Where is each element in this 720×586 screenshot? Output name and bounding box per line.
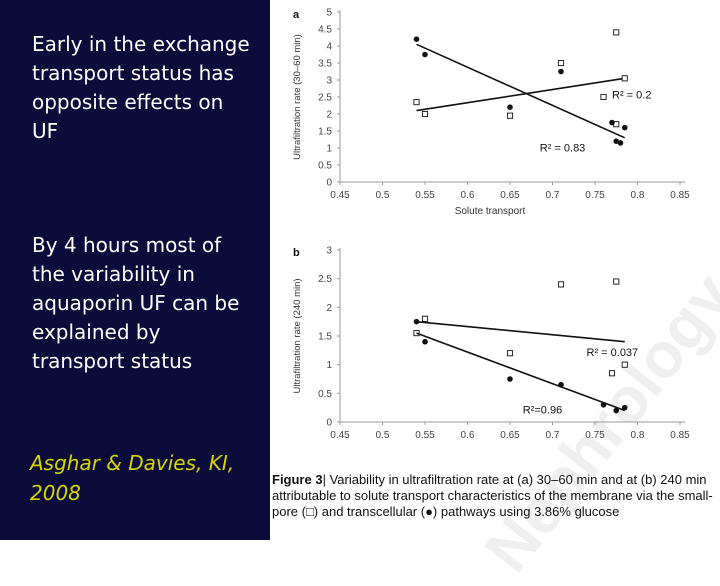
- series-filled-circle: R² = 0.83: [413, 36, 628, 154]
- data-point-circle: [413, 36, 420, 42]
- x-axis-label: Solute transport: [455, 206, 526, 217]
- y-axis-label: Ultrafiltration rate (240 min): [292, 278, 303, 393]
- r-squared-annotation: R² = 0.83: [540, 142, 586, 154]
- data-point-square: [421, 315, 429, 322]
- data-point-square: [506, 112, 514, 119]
- x-tick-label: 0.45: [330, 430, 350, 441]
- y-axis-label: Ultrafiltration rate (30–60 min): [292, 34, 303, 160]
- y-tick-label: 1.5: [318, 332, 332, 343]
- x-tick-label: 0.6: [461, 430, 475, 441]
- y-tick-label: 0: [326, 418, 332, 429]
- data-point-circle: [600, 402, 607, 408]
- fit-line: [416, 43, 626, 139]
- panel-label: a: [293, 9, 300, 21]
- x-tick-label: 0.5: [376, 430, 390, 441]
- x-tick-label: 0.7: [546, 430, 560, 441]
- panel-label: b: [293, 247, 300, 259]
- data-point-square: [557, 59, 565, 67]
- x-tick-label: 0.8: [631, 430, 645, 441]
- series-open-square: R² = 0.037: [413, 278, 639, 377]
- y-tick-label: 1: [326, 360, 332, 371]
- left-text-panel: Early in the exchange transport status h…: [0, 0, 270, 540]
- data-point-circle: [507, 376, 513, 382]
- data-point-circle: [613, 138, 620, 144]
- x-tick-label: 0.7: [546, 190, 560, 201]
- x-tick-label: 0.85: [670, 430, 690, 441]
- caption-figure-label: Figure 3: [272, 472, 323, 487]
- fit-line: [416, 320, 625, 343]
- data-point-square: [608, 370, 616, 377]
- data-point-circle: [613, 407, 620, 414]
- x-tick-label: 0.55: [415, 190, 435, 201]
- data-point-square: [613, 29, 620, 36]
- data-point-square: [421, 110, 429, 118]
- figure-caption: Figure 3| Variability in ultrafiltration…: [272, 472, 718, 520]
- data-point-circle: [621, 404, 628, 411]
- data-point-square: [600, 93, 607, 101]
- y-tick-label: 0.5: [318, 161, 332, 172]
- data-point-square: [621, 361, 628, 368]
- data-point-square: [557, 281, 565, 288]
- data-point-square: [621, 75, 628, 82]
- citation: Asghar & Davies, KI, 2008: [30, 451, 235, 505]
- y-tick-label: 1: [326, 144, 332, 155]
- y-tick-label: 0.5: [318, 389, 332, 400]
- caption-text: | Variability in ultrafiltration rate at…: [272, 472, 713, 519]
- data-point-circle: [558, 381, 564, 388]
- series-open-square: R² = 0.2: [413, 29, 651, 128]
- y-tick-label: 3: [326, 246, 332, 257]
- y-tick-label: 4.5: [318, 25, 332, 36]
- data-point-square: [506, 350, 514, 357]
- r-squared-annotation: R² = 0.2: [612, 90, 651, 102]
- y-tick-label: 4: [326, 42, 332, 53]
- chart-panel-a: 0.45 0.5 0.55 0.6 0.65 0.7 0.75 0.8 0.85 0 0.5 1 1.5…: [292, 8, 690, 218]
- y-tick-label: 3.5: [318, 59, 332, 70]
- y-tick-label: 2: [326, 303, 332, 314]
- x-tick-label: 0.5: [376, 190, 390, 201]
- y-tick-label: 3: [326, 76, 332, 87]
- data-point-circle: [558, 68, 564, 75]
- data-point-circle: [413, 318, 420, 325]
- x-tick-label: 0.8: [631, 190, 645, 201]
- x-tick-label: 0.65: [500, 430, 520, 441]
- r-squared-annotation: R² = 0.037: [587, 347, 639, 359]
- data-point-circle: [617, 140, 624, 146]
- chart-panel-b: 0.45 0.5 0.55 0.6 0.65 0.7 0.75 0.8 0.85 0 0.5 1 1.5…: [292, 246, 690, 442]
- series-filled-circle: R²=0.96: [413, 318, 628, 416]
- r-squared-annotation: R²=0.96: [523, 404, 562, 416]
- y-tick-label: 2.5: [318, 93, 332, 104]
- data-point-circle: [422, 338, 428, 345]
- data-point-circle: [422, 51, 428, 58]
- fit-line: [416, 332, 626, 412]
- y-tick-label: 0: [326, 178, 332, 189]
- figure-charts: 0.45 0.5 0.55 0.6 0.65 0.7 0.75 0.8 0.8500.511.5…: [292, 8, 690, 442]
- y-tick-label: 5: [326, 8, 332, 19]
- fit-line: [416, 77, 625, 112]
- point-early-exchange: Early in the exchange transport status h…: [32, 32, 250, 143]
- x-tick-label: 0.75: [585, 190, 605, 201]
- y-tick-label: 2: [326, 110, 332, 121]
- x-tick-label: 0.75: [585, 430, 605, 441]
- data-point-circle: [609, 119, 615, 126]
- y-tick-label: 1.5: [318, 127, 332, 138]
- point-four-hours: By 4 hours most of the variability in aq…: [32, 233, 240, 373]
- x-tick-label: 0.85: [670, 190, 690, 201]
- data-point-square: [413, 99, 420, 106]
- x-tick-label: 0.6: [461, 190, 475, 201]
- x-tick-label: 0.55: [415, 430, 435, 441]
- data-point-square: [613, 278, 620, 285]
- x-tick-label: 0.45: [330, 190, 350, 201]
- data-point-circle: [507, 104, 513, 110]
- y-tick-label: 2.5: [318, 274, 332, 285]
- data-point-circle: [621, 124, 628, 131]
- x-tick-label: 0.65: [500, 190, 520, 201]
